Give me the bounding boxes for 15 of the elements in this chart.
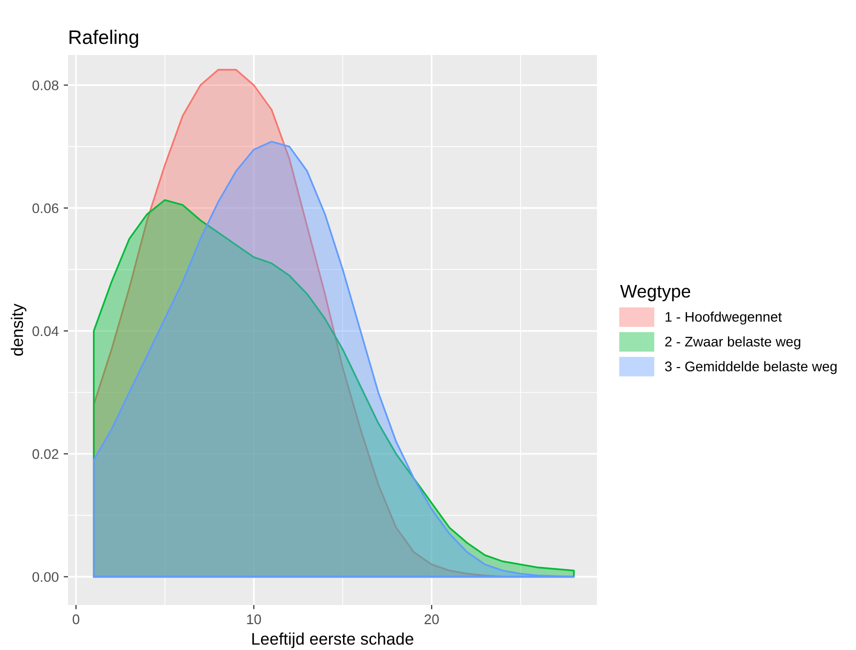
y-tick-label: 0.00 xyxy=(32,572,58,582)
legend-title: Wegtype xyxy=(620,285,690,302)
legend-label: 2 - Zwaar belaste weg xyxy=(665,336,800,350)
chart-title: Rafeling xyxy=(70,30,138,48)
y-tick-label: 0.08 xyxy=(32,80,58,90)
y-tick-label: 0.06 xyxy=(32,203,58,214)
x-tick-label: 10 xyxy=(247,614,261,624)
legend-label: 3 - Gemiddelde belaste weg xyxy=(665,361,837,374)
x-tick-label: 0 xyxy=(72,614,80,624)
x-axis-title: Leeftijd eerste schade xyxy=(252,632,414,648)
legend-label: 1 - Hoofdwegennet xyxy=(666,312,782,325)
y-tick-label: 0.04 xyxy=(32,326,59,336)
y-tick-label: 0.02 xyxy=(32,449,58,459)
x-tick-label: 20 xyxy=(424,614,439,624)
y-axis-title: density xyxy=(10,304,26,356)
